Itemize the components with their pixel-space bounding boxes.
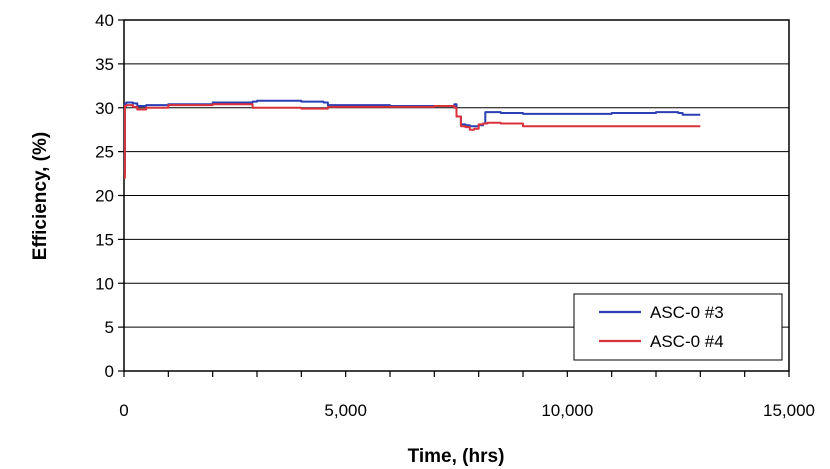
y-tick-label: 30 — [95, 99, 114, 118]
y-tick-label: 20 — [95, 187, 114, 206]
y-tick-label: 25 — [95, 143, 114, 162]
y-tick-label: 0 — [105, 362, 114, 381]
series-line-2 — [123, 103, 701, 179]
x-axis: 0 5,000 10,000 15,000 — [119, 371, 815, 420]
series-lines — [123, 99, 701, 179]
y-axis: 0 5 10 15 20 25 30 35 40 — [95, 11, 124, 381]
x-tick-label: 10,000 — [541, 401, 593, 420]
legend-box — [573, 293, 783, 361]
y-axis-title: Efficiency, (%) — [30, 132, 51, 260]
x-tick-label: 5,000 — [324, 401, 367, 420]
legend-label-series-1: ASC-0 #3 — [650, 303, 724, 322]
y-tick-label: 40 — [95, 11, 114, 30]
y-tick-label: 15 — [95, 230, 114, 249]
y-tick-label: 35 — [95, 55, 114, 74]
x-axis-title: Time, (hrs) — [408, 446, 505, 467]
legend-label-series-2: ASC-0 #4 — [650, 332, 724, 351]
legend: ASC-0 #3 ASC-0 #4 — [573, 293, 783, 361]
y-tick-label: 10 — [95, 274, 114, 293]
x-tick-label: 15,000 — [763, 401, 815, 420]
y-tick-label: 5 — [105, 318, 114, 337]
x-tick-label: 0 — [119, 401, 128, 420]
